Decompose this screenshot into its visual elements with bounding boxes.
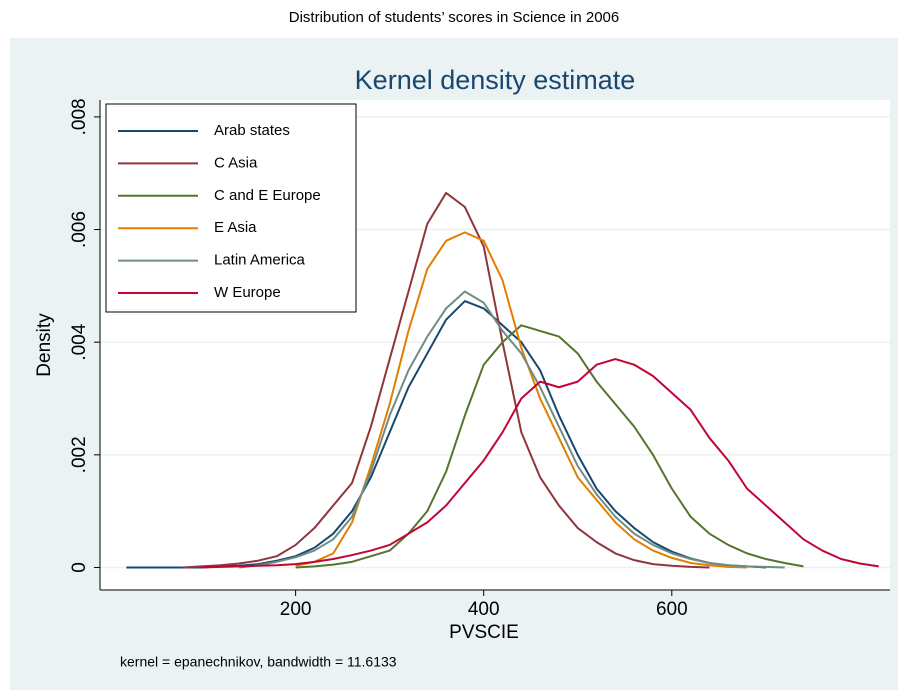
series-line xyxy=(182,191,710,569)
page-title: Distribution of students’ scores in Scie… xyxy=(289,9,619,26)
y-tick-label: 0 xyxy=(69,562,90,573)
y-axis-label: Density xyxy=(34,313,55,377)
series-line xyxy=(295,324,804,569)
legend-label: Latin America xyxy=(214,252,306,269)
chart-title: Kernel density estimate xyxy=(355,65,636,95)
legend-label: C and E Europe xyxy=(214,187,321,204)
x-axis-label: PVSCIE xyxy=(449,622,519,643)
legend-label: Arab states xyxy=(214,122,290,139)
legend-box xyxy=(105,103,357,313)
series-line xyxy=(201,358,879,569)
note: kernel = epanechnikov, bandwidth = 11.61… xyxy=(120,654,397,670)
series-line xyxy=(239,290,785,569)
y-tick-label: .002 xyxy=(69,436,90,473)
y-tick-label: .008 xyxy=(69,98,90,135)
legend-label: C Asia xyxy=(214,154,258,171)
legend-label: W Europe xyxy=(214,284,281,301)
x-tick-label: 600 xyxy=(656,599,688,620)
series-line xyxy=(295,231,748,569)
y-tick-label: .004 xyxy=(69,323,90,360)
y-tick-label: .006 xyxy=(69,211,90,248)
x-tick-label: 400 xyxy=(468,599,500,620)
legend-label: E Asia xyxy=(214,219,257,236)
x-tick-label: 200 xyxy=(280,599,312,620)
